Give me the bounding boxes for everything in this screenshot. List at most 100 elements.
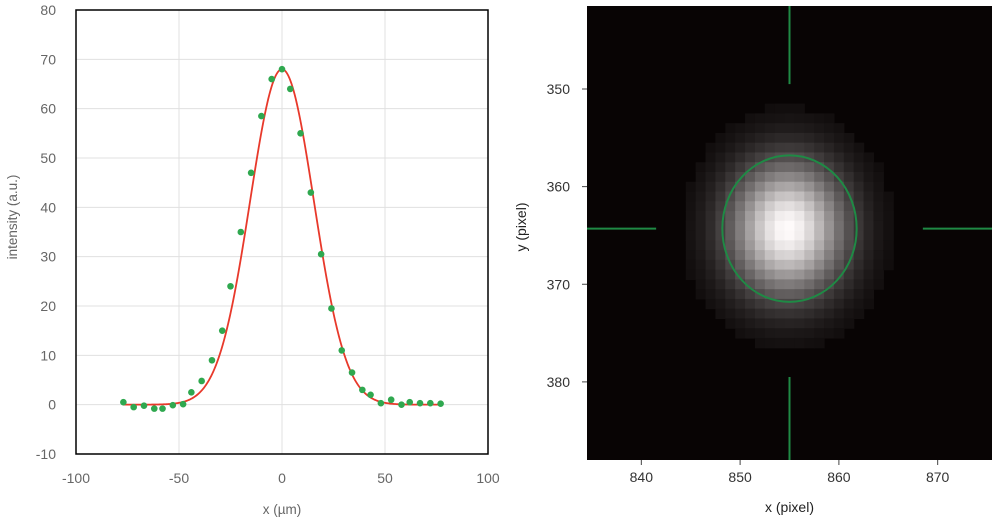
image-pixel bbox=[745, 318, 756, 329]
data-point bbox=[286, 85, 294, 93]
image-pixel bbox=[824, 211, 835, 222]
right-x-tick-label: 870 bbox=[926, 469, 950, 485]
image-pixel bbox=[764, 132, 776, 144]
image-pixel bbox=[853, 269, 865, 280]
data-point bbox=[328, 305, 335, 312]
image-pixel bbox=[725, 211, 736, 222]
image-pixel bbox=[745, 308, 756, 320]
left-x-tick-label: -50 bbox=[169, 470, 189, 486]
image-pixel bbox=[715, 171, 726, 183]
image-pixel bbox=[695, 240, 707, 251]
image-pixel bbox=[824, 250, 835, 261]
image-pixel bbox=[784, 230, 796, 241]
image-pixel bbox=[705, 220, 717, 232]
image-pixel bbox=[735, 152, 746, 163]
image-pixel bbox=[814, 328, 825, 339]
image-pixel bbox=[754, 240, 766, 251]
image-pixel bbox=[863, 162, 875, 173]
image-pixel bbox=[774, 211, 786, 222]
image-pixel bbox=[853, 259, 865, 271]
image-pixel bbox=[764, 123, 776, 134]
image-pixel bbox=[804, 201, 815, 212]
image-pixel bbox=[764, 220, 776, 232]
image-pixel bbox=[814, 171, 825, 183]
image-pixel bbox=[814, 250, 825, 261]
image-pixel bbox=[725, 171, 736, 183]
image-pixel bbox=[833, 240, 845, 251]
image-pixel bbox=[784, 103, 796, 114]
image-pixel bbox=[794, 318, 805, 329]
image-pixel bbox=[863, 181, 875, 193]
data-point bbox=[188, 389, 195, 396]
image-pixel bbox=[774, 279, 786, 290]
image-pixel bbox=[804, 308, 815, 320]
image-pixel bbox=[764, 113, 776, 124]
image-pixel bbox=[754, 152, 766, 163]
image-pixel bbox=[695, 230, 707, 241]
left-x-tick-label: 0 bbox=[278, 470, 286, 486]
image-pixel bbox=[725, 318, 736, 329]
image-pixel bbox=[873, 181, 884, 193]
image-pixel bbox=[784, 289, 796, 300]
image-pixel bbox=[794, 191, 805, 202]
image-pixel bbox=[715, 289, 726, 300]
left-y-tick-label: -10 bbox=[36, 446, 56, 462]
image-pixel bbox=[863, 220, 875, 232]
image-pixel bbox=[735, 220, 746, 232]
data-point bbox=[437, 400, 444, 407]
image-pixel bbox=[754, 162, 766, 173]
image-pixel bbox=[794, 142, 805, 154]
image-pixel bbox=[794, 220, 805, 232]
image-pixel bbox=[853, 171, 865, 183]
image-pixel bbox=[794, 269, 805, 280]
image-pixel bbox=[754, 318, 766, 329]
right-x-axis-label: x (pixel) bbox=[765, 499, 814, 515]
image-pixel bbox=[794, 201, 805, 212]
image-pixel bbox=[705, 269, 717, 280]
image-pixel bbox=[814, 220, 825, 232]
image-pixel bbox=[705, 171, 717, 183]
image-pixel bbox=[725, 269, 736, 280]
image-pixel bbox=[705, 211, 717, 222]
image-pixel bbox=[833, 250, 845, 261]
image-pixel bbox=[853, 152, 865, 163]
image-pixel bbox=[814, 230, 825, 241]
image-pixel bbox=[735, 259, 746, 271]
image-pixel bbox=[794, 250, 805, 261]
image-pixel bbox=[725, 250, 736, 261]
image-pixel bbox=[735, 132, 746, 144]
image-pixel bbox=[745, 113, 756, 124]
image-pixel bbox=[873, 201, 884, 212]
image-pixel bbox=[794, 132, 805, 144]
image-pixel bbox=[833, 171, 845, 183]
fit-ellipse bbox=[721, 154, 858, 303]
image-pixel bbox=[695, 171, 707, 183]
image-pixel bbox=[774, 181, 786, 193]
image-pixel bbox=[794, 289, 805, 300]
image-pixel bbox=[883, 201, 894, 212]
image-pixel bbox=[764, 191, 776, 202]
image-pixel bbox=[843, 298, 855, 310]
image-pixel bbox=[764, 279, 776, 290]
data-point bbox=[398, 401, 405, 408]
image-pixel bbox=[853, 230, 865, 241]
image-pixel bbox=[833, 201, 845, 212]
image-pixel bbox=[784, 259, 796, 271]
image-pixel bbox=[754, 191, 766, 202]
right-y-tick-label: 350 bbox=[547, 81, 571, 97]
data-point bbox=[338, 347, 346, 354]
image-pixel bbox=[695, 220, 707, 232]
image-pixel bbox=[725, 132, 736, 144]
image-pixel bbox=[705, 142, 717, 154]
image-pixel bbox=[794, 279, 805, 290]
image-pixel bbox=[843, 211, 855, 222]
image-pixel bbox=[705, 250, 717, 261]
image-pixel bbox=[843, 269, 855, 280]
image-pixel bbox=[784, 279, 796, 290]
image-pixel bbox=[853, 289, 865, 300]
data-point bbox=[406, 398, 414, 406]
image-pixel bbox=[843, 171, 855, 183]
image-pixel bbox=[725, 162, 736, 173]
image-pixel bbox=[843, 201, 855, 212]
image-pixel bbox=[824, 298, 835, 310]
